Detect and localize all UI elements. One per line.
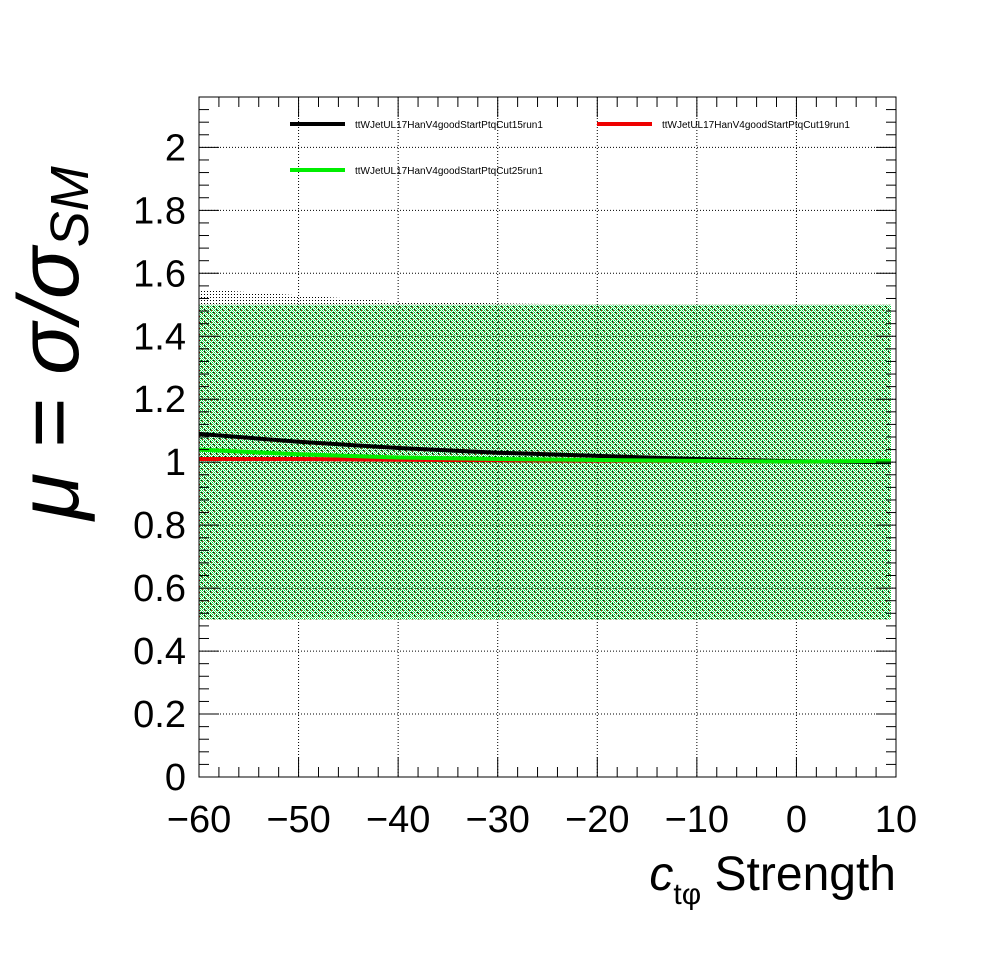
y-tick-label: 1.8 [133, 190, 186, 232]
y-tick-label: 0.2 [133, 694, 186, 736]
x-tick-label: −40 [366, 799, 430, 841]
y-tick-label: 1.2 [133, 379, 186, 421]
y-axis-title-main: μ = σ/σ [1, 244, 97, 522]
x-axis-title-main: c [649, 848, 673, 901]
x-tick-label: 10 [875, 799, 917, 841]
x-tick-label: −30 [465, 799, 529, 841]
y-tick-label: 1.4 [133, 316, 186, 358]
y-axis-title: μ = σ/σSM [1, 166, 100, 522]
y-tick-label: 0.6 [133, 568, 186, 610]
y-tick-labels: 0 0.2 0.4 0.6 0.8 1 1.2 1.4 1.6 1.8 2 [133, 127, 186, 799]
x-tick-label: −60 [167, 799, 231, 841]
y-tick-label: 0.4 [133, 631, 186, 673]
legend: ttWJetUL17HanV4goodStartPtqCut15run1 ttWJ… [290, 120, 850, 177]
x-tick-label: −50 [266, 799, 330, 841]
x-tick-label: −20 [565, 799, 629, 841]
x-axis-title-rest: Strength [701, 848, 896, 901]
series-lines [198, 431, 892, 465]
x-axis-title: ctφ Strength [649, 848, 896, 911]
x-tick-labels: −60 −50 −40 −30 −20 −10 0 10 [167, 799, 917, 841]
x-tick-label: 0 [786, 799, 807, 841]
axis-ticks [198, 96, 897, 778]
y-tick-label: 0 [165, 757, 186, 799]
series-line [198, 447, 892, 464]
legend-label: ttWJetUL17HanV4goodStartPtqCut25run1 [355, 166, 543, 177]
x-tick-label: −10 [665, 799, 729, 841]
x-axis-title-sub: tφ [673, 878, 701, 911]
legend-label: ttWJetUL17HanV4goodStartPtqCut15run1 [355, 120, 543, 131]
y-tick-label: 1.6 [133, 253, 186, 295]
y-tick-label: 0.8 [133, 505, 186, 547]
legend-label: ttWJetUL17HanV4goodStartPtqCut19run1 [662, 120, 850, 131]
y-tick-label: 2 [165, 127, 186, 169]
y-axis-title-sub: SM [40, 166, 100, 247]
y-tick-label: 1 [165, 442, 186, 484]
